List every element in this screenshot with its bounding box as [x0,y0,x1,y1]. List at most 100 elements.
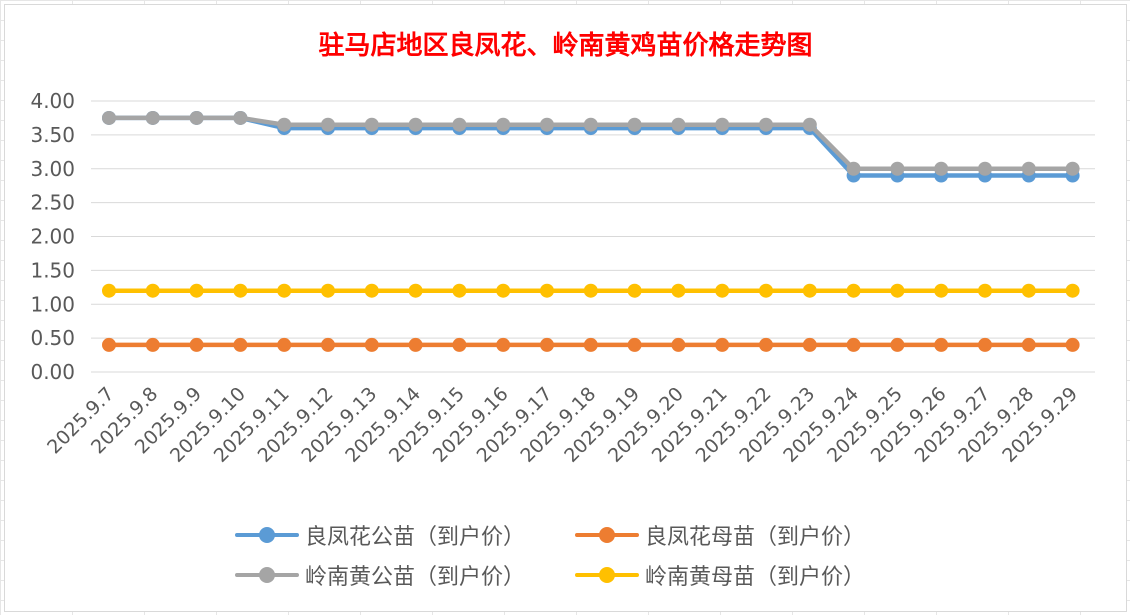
data-point [540,337,554,352]
y-tick-label: 1.00 [30,292,75,316]
data-point [890,337,905,352]
data-point [145,337,160,352]
data-point [715,283,730,298]
legend-label: 岭南黄母苗（到户价） [645,565,866,590]
data-point [583,337,598,352]
data-point [321,117,335,132]
data-point [102,110,116,125]
data-point [496,283,511,298]
data-point [846,337,861,352]
y-tick-label: 3.00 [30,157,75,181]
data-point [233,283,248,298]
legend-swatch-icon [575,523,639,547]
data-point [321,283,335,298]
data-point [1065,161,1080,176]
data-point [408,337,423,352]
data-point [540,117,554,132]
data-point [408,283,423,298]
legend-item-series-0: 良凤花公苗（到户价） [235,519,525,551]
data-point [627,337,642,352]
y-tick-label: 2.50 [30,191,75,215]
y-tick-label: 3.50 [30,123,75,147]
data-point [277,283,292,298]
data-point [934,337,949,352]
x-axis-tick-labels: 2025.9.72025.9.82025.9.92025.9.102025.9.… [43,383,1082,467]
data-point [145,283,160,298]
data-point [408,117,423,132]
data-point [627,117,642,132]
plot-area: 0.00 0.50 1.00 1.50 2.00 2.50 3.00 3.50 4.00 202… [30,89,1095,467]
data-point [671,117,686,132]
y-axis-tick-labels: 0.00 0.50 1.00 1.50 2.00 2.50 3.00 3.50 4.00 [30,89,75,384]
data-point [364,337,379,352]
legend-label: 良凤花公苗（到户价） [305,525,526,550]
legend-swatch-icon [235,563,299,587]
y-tick-label: 1.50 [30,258,75,282]
series-1 [102,337,1080,352]
data-point [978,161,992,176]
legend-swatch-icon [575,563,639,587]
y-tick-label: 4.00 [30,89,75,113]
data-point [627,283,642,298]
y-tick-label: 0.50 [30,326,75,350]
data-point [759,283,773,298]
data-point [452,117,467,132]
series-3 [102,283,1080,298]
data-point [978,337,992,352]
data-point [102,337,116,352]
y-tick-label: 2.00 [30,225,75,249]
y-tick-label: 0.00 [30,360,75,384]
legend-item-series-2: 岭南黄公苗（到户价） [235,559,525,591]
legend-label: 岭南黄公苗（到户价） [305,565,526,590]
data-point [1065,283,1080,298]
data-point [145,110,160,125]
data-point [583,117,598,132]
data-point [1021,337,1036,352]
series-2 [102,110,1080,176]
data-point [715,117,730,132]
data-point [189,110,204,125]
data-point [321,337,335,352]
data-point [496,337,511,352]
legend-swatch-icon [235,523,299,547]
data-point [583,283,598,298]
data-point [102,283,116,298]
data-point [846,283,861,298]
chart-title: 驻马店地区良凤花、岭南黄鸡苗价格走势图 [318,31,813,61]
data-point [759,117,773,132]
data-point [802,337,817,352]
data-point [540,283,554,298]
legend-item-series-3: 岭南黄母苗（到户价） [575,559,865,591]
data-point [890,161,905,176]
data-point [364,283,379,298]
data-point [233,110,248,125]
data-point [233,337,248,352]
data-point [759,337,773,352]
data-point [277,337,292,352]
data-point [452,337,467,352]
data-point [671,283,686,298]
data-point [364,117,379,132]
chart-container[interactable]: 驻马店地区良凤花、岭南黄鸡苗价格走势图 0.00 0.50 1.00 1.50 2.00… [4,4,1127,612]
data-point [802,117,817,132]
data-point [934,283,949,298]
data-point [890,283,905,298]
data-point [189,283,204,298]
gridlines [91,100,1095,373]
data-point [1021,161,1036,176]
data-point [715,337,730,352]
series-lines [102,110,1080,352]
data-point [671,337,686,352]
legend-item-series-1: 良凤花母苗（到户价） [575,519,865,551]
data-point [496,117,511,132]
data-point [978,283,992,298]
data-point [277,117,292,132]
data-point [934,161,949,176]
legend-label: 良凤花母苗（到户价） [645,525,866,550]
data-point [1065,337,1080,352]
data-point [802,283,817,298]
data-point [846,161,861,176]
data-point [1021,283,1036,298]
data-point [189,337,204,352]
data-point [452,283,467,298]
